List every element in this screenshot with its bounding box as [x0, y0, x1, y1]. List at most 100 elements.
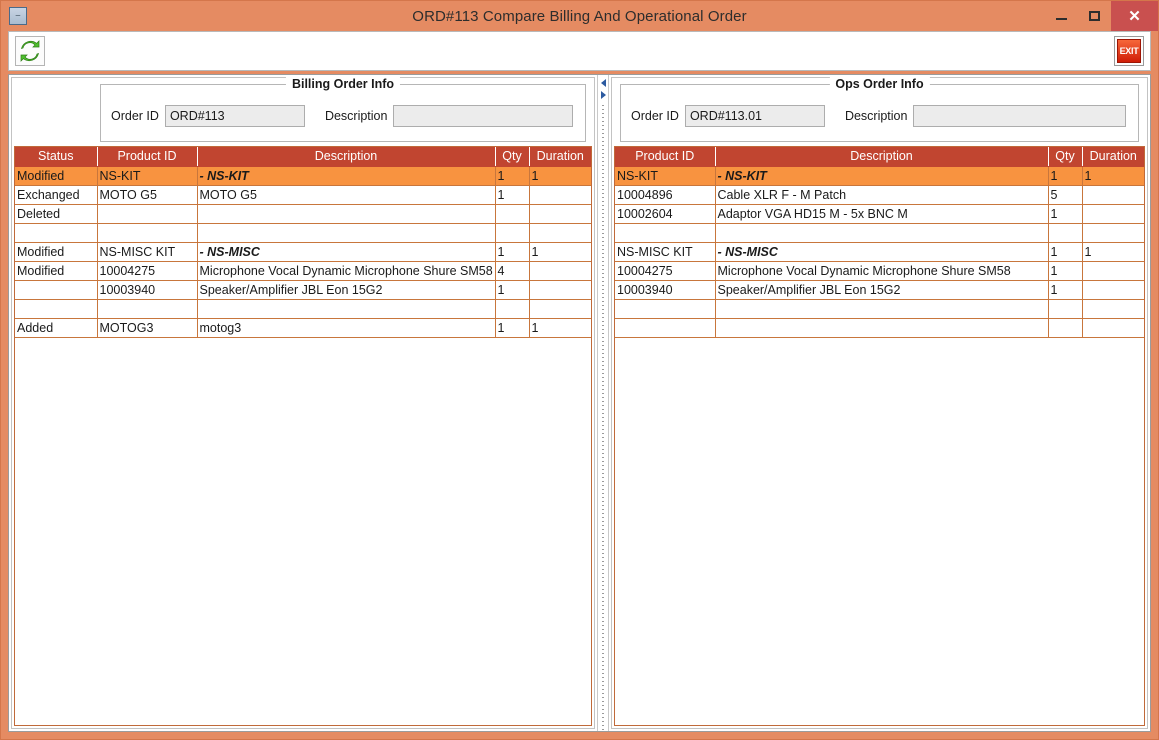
billing-cell-qty[interactable]: 1: [495, 185, 530, 205]
billing-cell-product_id[interactable]: 10004275: [97, 261, 198, 281]
table-row[interactable]: Exchanged MOTO G5 MOTO G5 1: [15, 185, 591, 205]
table-row[interactable]: 10004275 Microphone Vocal Dynamic Microph…: [615, 261, 1144, 281]
billing-cell-duration[interactable]: [529, 204, 591, 224]
billing-cell-product_id[interactable]: MOTO G5: [97, 185, 198, 205]
billing-col-duration[interactable]: Duration: [529, 147, 591, 167]
table-row[interactable]: [615, 299, 1144, 319]
ops-cell-duration[interactable]: [1082, 261, 1144, 281]
ops-cell-description[interactable]: Cable XLR F - M Patch: [715, 185, 1049, 205]
minimize-button[interactable]: [1045, 1, 1078, 31]
billing-cell-status[interactable]: [15, 280, 98, 300]
billing-cell-duration[interactable]: [529, 185, 591, 205]
billing-cell-description[interactable]: [197, 223, 496, 243]
billing-cell-product_id[interactable]: NS-MISC KIT: [97, 242, 198, 262]
table-row[interactable]: Modified 10004275 Microphone Vocal Dynamic…: [15, 261, 591, 281]
table-row[interactable]: [615, 318, 1144, 338]
billing-cell-qty[interactable]: 4: [495, 261, 530, 281]
ops-cell-duration[interactable]: [1082, 318, 1144, 338]
ops-col-description[interactable]: Description: [715, 147, 1049, 167]
ops-cell-qty[interactable]: 1: [1048, 166, 1083, 186]
table-row[interactable]: Modified NS-KIT - NS-KIT 1 1: [15, 166, 591, 186]
billing-cell-product_id[interactable]: 10003940: [97, 280, 198, 300]
ops-cell-product_id[interactable]: 10004275: [615, 261, 716, 281]
ops-cell-duration[interactable]: [1082, 299, 1144, 319]
billing-cell-description[interactable]: motog3: [197, 318, 496, 338]
ops-cell-qty[interactable]: 1: [1048, 204, 1083, 224]
billing-cell-qty[interactable]: [495, 204, 530, 224]
ops-cell-product_id[interactable]: 10004896: [615, 185, 716, 205]
billing-cell-description[interactable]: [197, 299, 496, 319]
pane-splitter[interactable]: [597, 75, 609, 731]
ops-cell-description[interactable]: Speaker/Amplifier JBL Eon 15G2: [715, 280, 1049, 300]
ops-cell-qty[interactable]: [1048, 223, 1083, 243]
billing-col-qty[interactable]: Qty: [495, 147, 530, 167]
ops-cell-product_id[interactable]: [615, 318, 716, 338]
table-row[interactable]: Added MOTOG3 motog3 1 1: [15, 318, 591, 338]
billing-cell-product_id[interactable]: [97, 223, 198, 243]
ops-col-qty[interactable]: Qty: [1048, 147, 1083, 167]
table-row[interactable]: NS-KIT - NS-KIT 1 1: [615, 166, 1144, 186]
billing-col-product-id[interactable]: Product ID: [97, 147, 198, 167]
billing-cell-qty[interactable]: [495, 223, 530, 243]
ops-cell-qty[interactable]: 1: [1048, 261, 1083, 281]
ops-cell-duration[interactable]: [1082, 204, 1144, 224]
billing-cell-duration[interactable]: [529, 223, 591, 243]
billing-cell-status[interactable]: Deleted: [15, 204, 98, 224]
ops-cell-duration[interactable]: [1082, 223, 1144, 243]
billing-cell-status[interactable]: Exchanged: [15, 185, 98, 205]
billing-cell-description[interactable]: - NS-KIT: [197, 166, 496, 186]
billing-cell-product_id[interactable]: [97, 204, 198, 224]
table-row[interactable]: Modified NS-MISC KIT - NS-MISC 1 1: [15, 242, 591, 262]
ops-cell-duration[interactable]: [1082, 280, 1144, 300]
billing-cell-duration[interactable]: 1: [529, 242, 591, 262]
ops-cell-product_id[interactable]: [615, 299, 716, 319]
ops-cell-description[interactable]: Adaptor VGA HD15 M - 5x BNC M: [715, 204, 1049, 224]
billing-cell-status[interactable]: Modified: [15, 166, 98, 186]
table-row[interactable]: [615, 223, 1144, 243]
billing-cell-description[interactable]: MOTO G5: [197, 185, 496, 205]
billing-col-status[interactable]: Status: [15, 147, 98, 167]
splitter-grip[interactable]: [602, 105, 604, 731]
collapse-right-icon[interactable]: [600, 91, 606, 99]
billing-cell-status[interactable]: Modified: [15, 261, 98, 281]
ops-cell-qty[interactable]: [1048, 318, 1083, 338]
ops-cell-qty[interactable]: 5: [1048, 185, 1083, 205]
billing-col-description[interactable]: Description: [197, 147, 496, 167]
billing-cell-status[interactable]: [15, 299, 98, 319]
billing-cell-duration[interactable]: [529, 261, 591, 281]
billing-cell-product_id[interactable]: [97, 299, 198, 319]
ops-cell-qty[interactable]: 1: [1048, 280, 1083, 300]
ops-col-duration[interactable]: Duration: [1082, 147, 1144, 167]
table-row[interactable]: Deleted: [15, 204, 591, 224]
ops-cell-description[interactable]: [715, 318, 1049, 338]
ops-description-input[interactable]: [913, 105, 1126, 127]
billing-cell-duration[interactable]: [529, 299, 591, 319]
billing-cell-duration[interactable]: [529, 280, 591, 300]
billing-cell-status[interactable]: Modified: [15, 242, 98, 262]
billing-cell-qty[interactable]: 1: [495, 166, 530, 186]
billing-cell-description[interactable]: - NS-MISC: [197, 242, 496, 262]
billing-cell-product_id[interactable]: NS-KIT: [97, 166, 198, 186]
billing-grid-container[interactable]: Status Product ID Description Qty Durati…: [14, 146, 592, 726]
billing-cell-status[interactable]: [15, 223, 98, 243]
table-row[interactable]: 10003940 Speaker/Amplifier JBL Eon 15G2 1: [615, 280, 1144, 300]
billing-cell-status[interactable]: Added: [15, 318, 98, 338]
ops-cell-product_id[interactable]: NS-KIT: [615, 166, 716, 186]
ops-cell-description[interactable]: [715, 223, 1049, 243]
billing-cell-qty[interactable]: 1: [495, 318, 530, 338]
collapse-left-icon[interactable]: [600, 79, 606, 87]
billing-cell-product_id[interactable]: MOTOG3: [97, 318, 198, 338]
ops-cell-product_id[interactable]: NS-MISC KIT: [615, 242, 716, 262]
close-button[interactable]: ✕: [1111, 1, 1158, 31]
table-row[interactable]: 10003940 Speaker/Amplifier JBL Eon 15G2 1: [15, 280, 591, 300]
table-row[interactable]: [15, 223, 591, 243]
ops-order-id-input[interactable]: [684, 105, 825, 127]
table-row[interactable]: [15, 299, 591, 319]
billing-cell-description[interactable]: [197, 204, 496, 224]
ops-cell-description[interactable]: Microphone Vocal Dynamic Microphone Shur…: [715, 261, 1049, 281]
ops-cell-description[interactable]: - NS-KIT: [715, 166, 1049, 186]
ops-cell-qty[interactable]: [1048, 299, 1083, 319]
ops-cell-duration[interactable]: [1082, 185, 1144, 205]
table-row[interactable]: NS-MISC KIT - NS-MISC 1 1: [615, 242, 1144, 262]
